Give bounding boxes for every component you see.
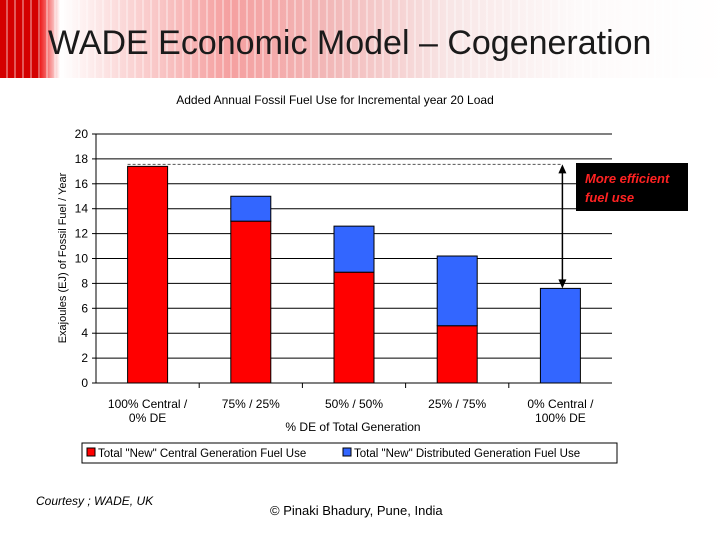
y-tick-label: 2 [81,351,88,365]
legend-label-distributed: Total "New" Distributed Generation Fuel … [354,448,580,460]
difference-arrow-head-top [558,164,567,174]
callout-line-2: fuel use [585,190,635,205]
y-tick-label: 18 [75,152,89,166]
x-tick-label: 0% DE [129,411,166,425]
x-tick-label: 0% Central / [527,397,594,411]
title-band [0,0,728,78]
bar-central [230,220,272,384]
y-tick-label: 10 [75,252,89,266]
y-tick-label: 16 [75,177,89,191]
y-tick-label: 0 [81,376,88,390]
y-tick-label: 6 [81,301,88,315]
x-axis-label: % DE of Total Generation [285,420,420,434]
chart-title: Added Annual Fossil Fuel Use for Increme… [176,93,494,107]
bar-central [436,325,478,384]
courtesy-note: Courtesy ; WADE, UK [36,494,154,508]
y-tick-label: 12 [75,227,89,241]
bar-central [127,165,169,384]
slide-title: WADE Economic Model – Cogeneration [48,24,652,62]
legend-swatch-distributed [342,447,352,457]
x-tick-label: 50% / 50% [325,397,383,411]
callout-line-1: More efficient [585,171,670,186]
bar-distributed [539,287,581,384]
legend-swatch-central [86,447,96,457]
y-tick-label: 20 [75,127,89,141]
y-axis-label: Exajoules (EJ) of Fossil Fuel / Year [57,172,69,343]
efficiency-callout: More efficient fuel use [576,163,688,211]
x-tick-label: 75% / 25% [222,397,280,411]
x-tick-label: 100% Central / [108,397,188,411]
legend-label-central: Total "New" Central Generation Fuel Use [98,448,306,460]
bar-central [333,271,375,384]
y-tick-label: 8 [81,276,88,290]
difference-arrow-head-bottom [558,279,567,289]
x-tick-label: 100% DE [535,411,586,425]
x-tick-label: 25% / 75% [428,397,486,411]
bar-distributed [230,195,272,222]
title-stripes [0,0,728,78]
y-tick-label: 4 [81,326,88,340]
bar-distributed [333,225,375,273]
title-accent-bar [0,0,40,78]
bar-distributed [436,255,478,327]
copyright-note: © Pinaki Bhadury, Pune, India [270,503,443,518]
y-tick-label: 14 [75,202,89,216]
